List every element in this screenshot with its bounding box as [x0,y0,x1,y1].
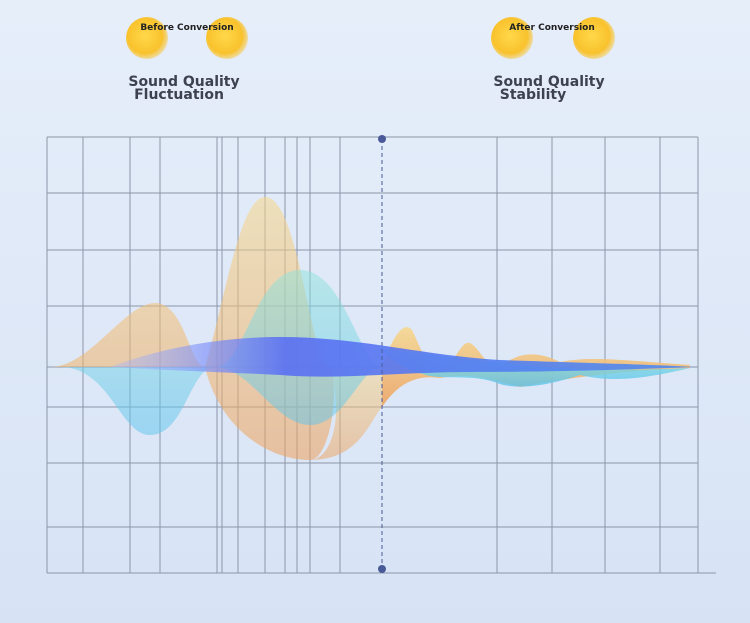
caption-line: Sound Quality [493,74,604,90]
caption-line: Stability [500,87,566,103]
divider [378,135,386,573]
waves [50,197,695,460]
caption-line: Fluctuation [134,87,224,103]
before-badge: Before Conversion Sound Quality Fluctuat… [126,17,248,103]
after-badge: After Conversion Sound Quality Stability [491,17,615,103]
badge-label: Before Conversion [140,23,233,33]
badge-label: After Conversion [509,23,595,33]
caption-line: Sound Quality [128,74,239,90]
